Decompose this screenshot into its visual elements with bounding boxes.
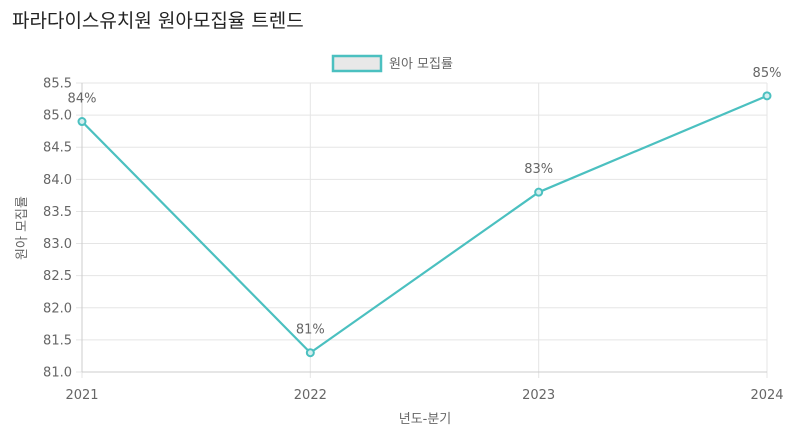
legend-label[interactable]: 원아 모집률 bbox=[389, 57, 453, 72]
series-layer bbox=[77, 91, 772, 358]
x-tick-label: 2021 bbox=[65, 388, 98, 403]
data-point[interactable] bbox=[305, 348, 315, 358]
y-tick-label: 84.0 bbox=[43, 173, 72, 188]
y-tick-label: 85.0 bbox=[43, 109, 72, 124]
y-tick-label: 81.5 bbox=[43, 333, 72, 348]
data-point[interactable] bbox=[77, 117, 87, 127]
x-axis-title: 년도-분기 bbox=[399, 412, 452, 427]
series-line bbox=[81, 94, 768, 354]
data-label: 83% bbox=[524, 162, 553, 177]
legend-swatch[interactable] bbox=[331, 54, 383, 73]
y-tick-label: 81.0 bbox=[43, 366, 72, 381]
data-point[interactable] bbox=[534, 187, 544, 197]
data-point[interactable] bbox=[762, 91, 772, 101]
data-labels: 84% 81% 83% 85% bbox=[68, 66, 782, 338]
y-tick-label: 83.5 bbox=[43, 205, 72, 220]
y-tick-label: 82.0 bbox=[43, 301, 72, 316]
grid-lines bbox=[76, 82, 768, 378]
y-tick-label: 82.5 bbox=[43, 269, 72, 284]
x-tick-label: 2024 bbox=[750, 388, 783, 403]
y-tick-label: 83.0 bbox=[43, 237, 72, 252]
y-axis-title: 원아 모집률 bbox=[15, 196, 30, 260]
legend[interactable]: 원아 모집률 bbox=[331, 54, 453, 73]
x-tick-label: 2023 bbox=[522, 388, 555, 403]
data-label: 85% bbox=[753, 66, 782, 81]
x-tick-label: 2022 bbox=[294, 388, 327, 403]
data-label: 84% bbox=[68, 92, 97, 107]
page-title: 파라다이스유치원 원아모집율 트렌드 bbox=[12, 10, 304, 32]
axes bbox=[81, 83, 767, 373]
y-tick-label: 85.5 bbox=[43, 77, 72, 92]
x-axis-ticks: 2021 2022 2023 2024 bbox=[65, 388, 783, 403]
y-tick-label: 84.5 bbox=[43, 141, 72, 156]
data-label: 81% bbox=[296, 323, 325, 338]
y-axis-ticks: 81.0 81.5 82.0 82.5 83.0 83.5 84.0 84.5 85.0 85.5 bbox=[43, 77, 72, 381]
